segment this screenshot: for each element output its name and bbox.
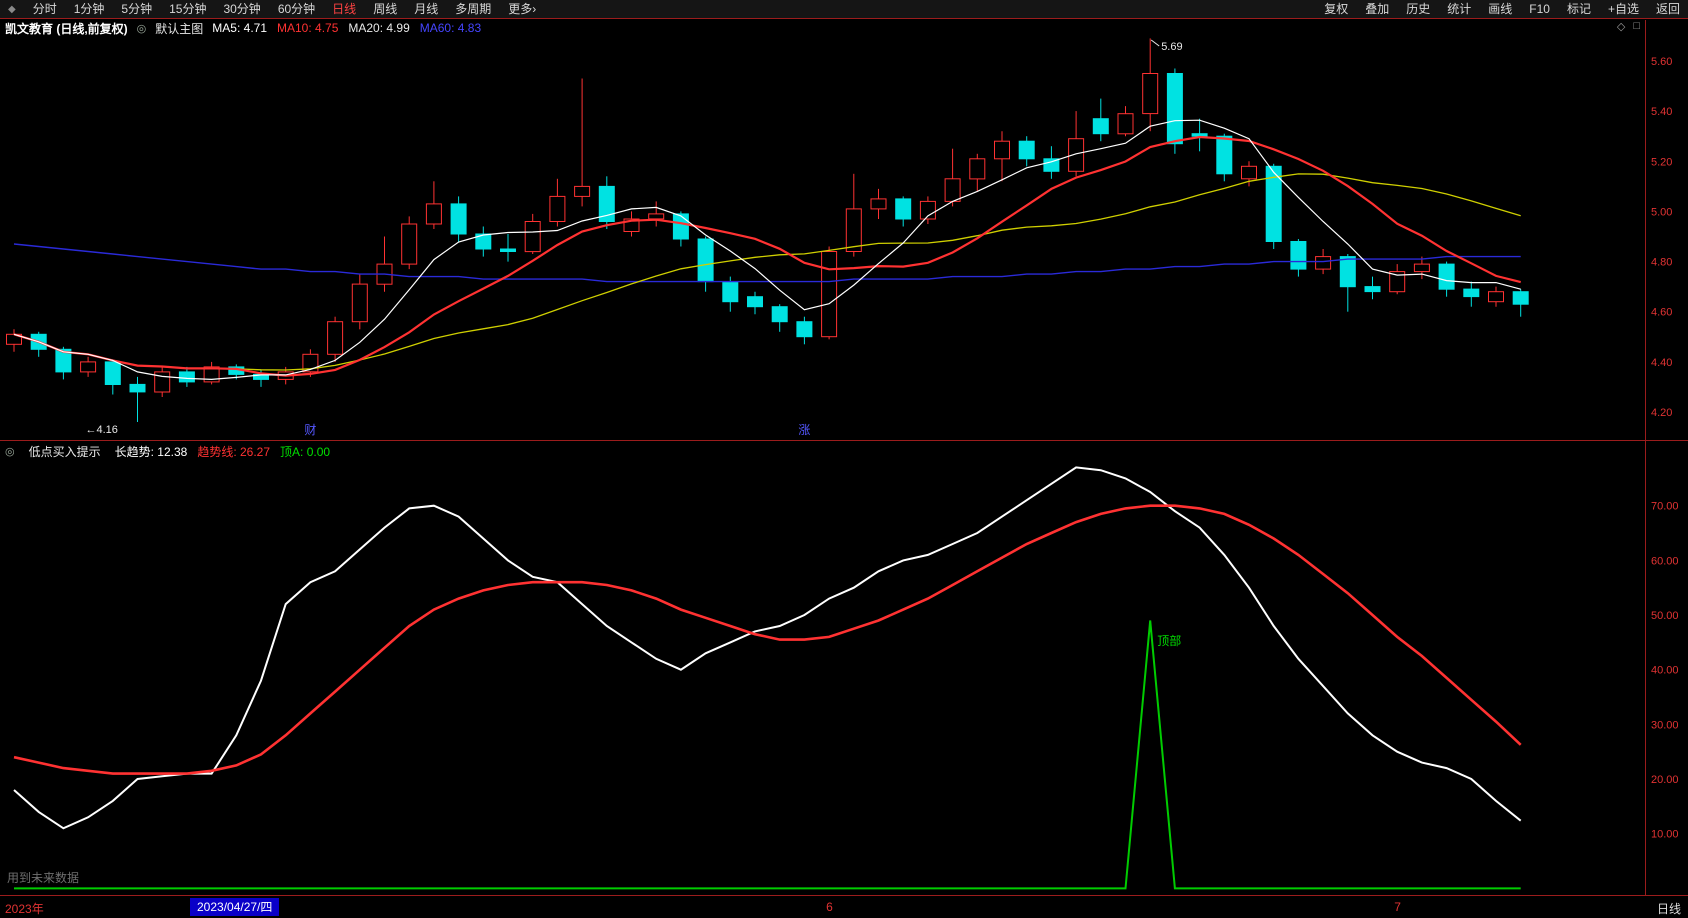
titlebar: 凯文教育 (日线,前复权) ◎ 默认主图 MA5: 4.71 MA10: 4.75… [0,20,1688,36]
selected-date[interactable]: 2023/04/27/四 [190,898,280,916]
period-item-6[interactable]: 日线 [332,2,357,16]
tool-item-8[interactable]: 返回 [1655,2,1680,16]
year-label: 2023年 [5,902,44,916]
price-axis-label: 4.80 [1651,257,1672,269]
indicator-axis-label: 40.00 [1651,665,1679,677]
indicator-axis-label: 20.00 [1651,774,1679,786]
ma-values: MA5: 4.71 MA10: 4.75 MA20: 4.99 MA60: 4.83 [212,21,481,35]
tool-item-0[interactable]: 复权 [1324,2,1349,16]
indicator-axis-label: 50.00 [1651,610,1679,622]
price-axis-label: 5.00 [1651,206,1672,218]
period-menu: ◆ 分时 1分钟 5分钟 15分钟 30分钟 60分钟 日线 周线 月线 多周期 更多› [8,0,536,18]
indicator-settings-icon[interactable]: ◎ [5,446,15,458]
indicator-axis-label: 30.00 [1651,719,1679,731]
main-candlestick-chart[interactable]: ←4.16 5.69 财 涨 5.60 5.40 5.20 5.00 4.80 4.60 4.40 4… [0,36,1688,440]
price-axis-label: 5.40 [1651,106,1672,118]
high-price-annotation: 5.69 [1161,41,1182,53]
indicator-series-2 [14,620,1521,890]
period-item-2[interactable]: 5分钟 [121,2,153,16]
ma10-line [13,135,1521,377]
ma60-line [13,243,1521,283]
period-item-7[interactable]: 周线 [373,2,398,16]
period-item-5[interactable]: 60分钟 [277,2,316,16]
indicator-panel[interactable]: ◎ 低点买入提示 长趋势: 12.38 趋势线: 26.27 顶A: 0.00 顶部… [0,441,1688,895]
period-item-4[interactable]: 30分钟 [223,2,261,16]
month-tick-6: 6 [826,900,833,914]
ma-label-0: MA5: 4.71 [212,21,267,35]
month-tick-7: 7 [1394,900,1401,914]
layout-label[interactable]: 默认主图 [155,21,204,36]
candles [6,38,1529,422]
main-chart-canvas: ←4.16 5.69 财 涨 5.60 5.40 5.20 5.00 4.80 4.60 4.40 4… [6,38,1672,437]
event-marker: 涨 [798,422,810,437]
event-marker: 财 [304,423,316,437]
date-axis: 2023年 2023/04/27/四 日线 6 7 [0,895,1688,918]
axis-border-line [1645,20,1646,918]
titlebar-corner: ◇ □ [1617,20,1640,33]
tool-item-6[interactable]: 标记 [1566,2,1591,16]
diamond-icon[interactable]: ◇ [1616,21,1626,33]
ma-label-3: MA60: 4.83 [419,21,482,35]
ma-label-2: MA20: 4.99 [348,21,410,35]
period-label: 日线 [1656,902,1681,916]
indicator-name[interactable]: 低点买入提示 [28,445,101,459]
indicator-value-2: 顶A: 0.00 [280,445,331,459]
indicator-series-1 [13,504,1522,775]
tool-item-2[interactable]: 历史 [1406,2,1431,16]
indicator-axis-label: 70.00 [1651,501,1679,513]
tool-item-1[interactable]: 叠加 [1365,2,1390,16]
indicator-axis-label: 60.00 [1651,555,1679,567]
indicator-value-0: 长趋势: 12.38 [114,445,188,459]
window-icon[interactable]: □ [1633,20,1640,32]
indicator-series-0 [13,466,1522,830]
stock-title: 凯文教育 (日线,前复权) [5,21,128,36]
tool-menu: 复权 叠加 历史 统计 画线 F10 标记 +自选 返回 [1324,0,1680,18]
period-item-0[interactable]: 分时 [32,2,57,16]
indicator-header: ◎ 低点买入提示 长趋势: 12.38 趋势线: 26.27 顶A: 0.00 [5,443,330,460]
ma5-line [13,119,1521,381]
period-item-3[interactable]: 15分钟 [169,2,207,16]
panel-divider [0,440,1688,441]
price-axis-label: 4.60 [1651,307,1672,319]
period-item-8[interactable]: 月线 [414,2,439,16]
indicator-value-1: 趋势线: 26.27 [197,445,271,459]
tool-item-3[interactable]: 统计 [1447,2,1472,16]
indicator-axis-label: 10.00 [1651,829,1679,841]
future-data-note: 用到未来数据 [7,871,80,885]
app-icon: ◆ [8,3,16,15]
price-axis-label: 5.60 [1651,56,1672,68]
low-price-annotation: ←4.16 [86,424,118,436]
menubar: ◆ 分时 1分钟 5分钟 15分钟 30分钟 60分钟 日线 周线 月线 多周期 更多› 复权 叠加 历… [0,0,1688,19]
indicator-values: 长趋势: 12.38 趋势线: 26.27 顶A: 0.00 [115,443,330,460]
high-pointer-line [1150,39,1160,47]
period-item-1[interactable]: 1分钟 [73,2,105,16]
period-item-10[interactable]: 更多› [508,2,537,16]
ma20-line [13,173,1521,371]
signal-top-label: 顶部 [1157,633,1181,648]
price-axis-label: 4.20 [1651,407,1672,419]
price-axis-label: 4.40 [1651,357,1672,369]
indicator-canvas: 顶部 70.00 60.00 50.00 40.00 30.00 20.00 10.00 [13,466,1679,890]
tool-item-4[interactable]: 画线 [1488,2,1513,16]
tool-item-7[interactable]: +自选 [1607,2,1639,16]
tool-item-5[interactable]: F10 [1529,2,1550,16]
period-item-9[interactable]: 多周期 [455,2,492,16]
chart-settings-icon[interactable]: ◎ [136,22,147,35]
ma-label-1: MA10: 4.75 [277,21,339,35]
price-axis-label: 5.20 [1651,156,1672,168]
